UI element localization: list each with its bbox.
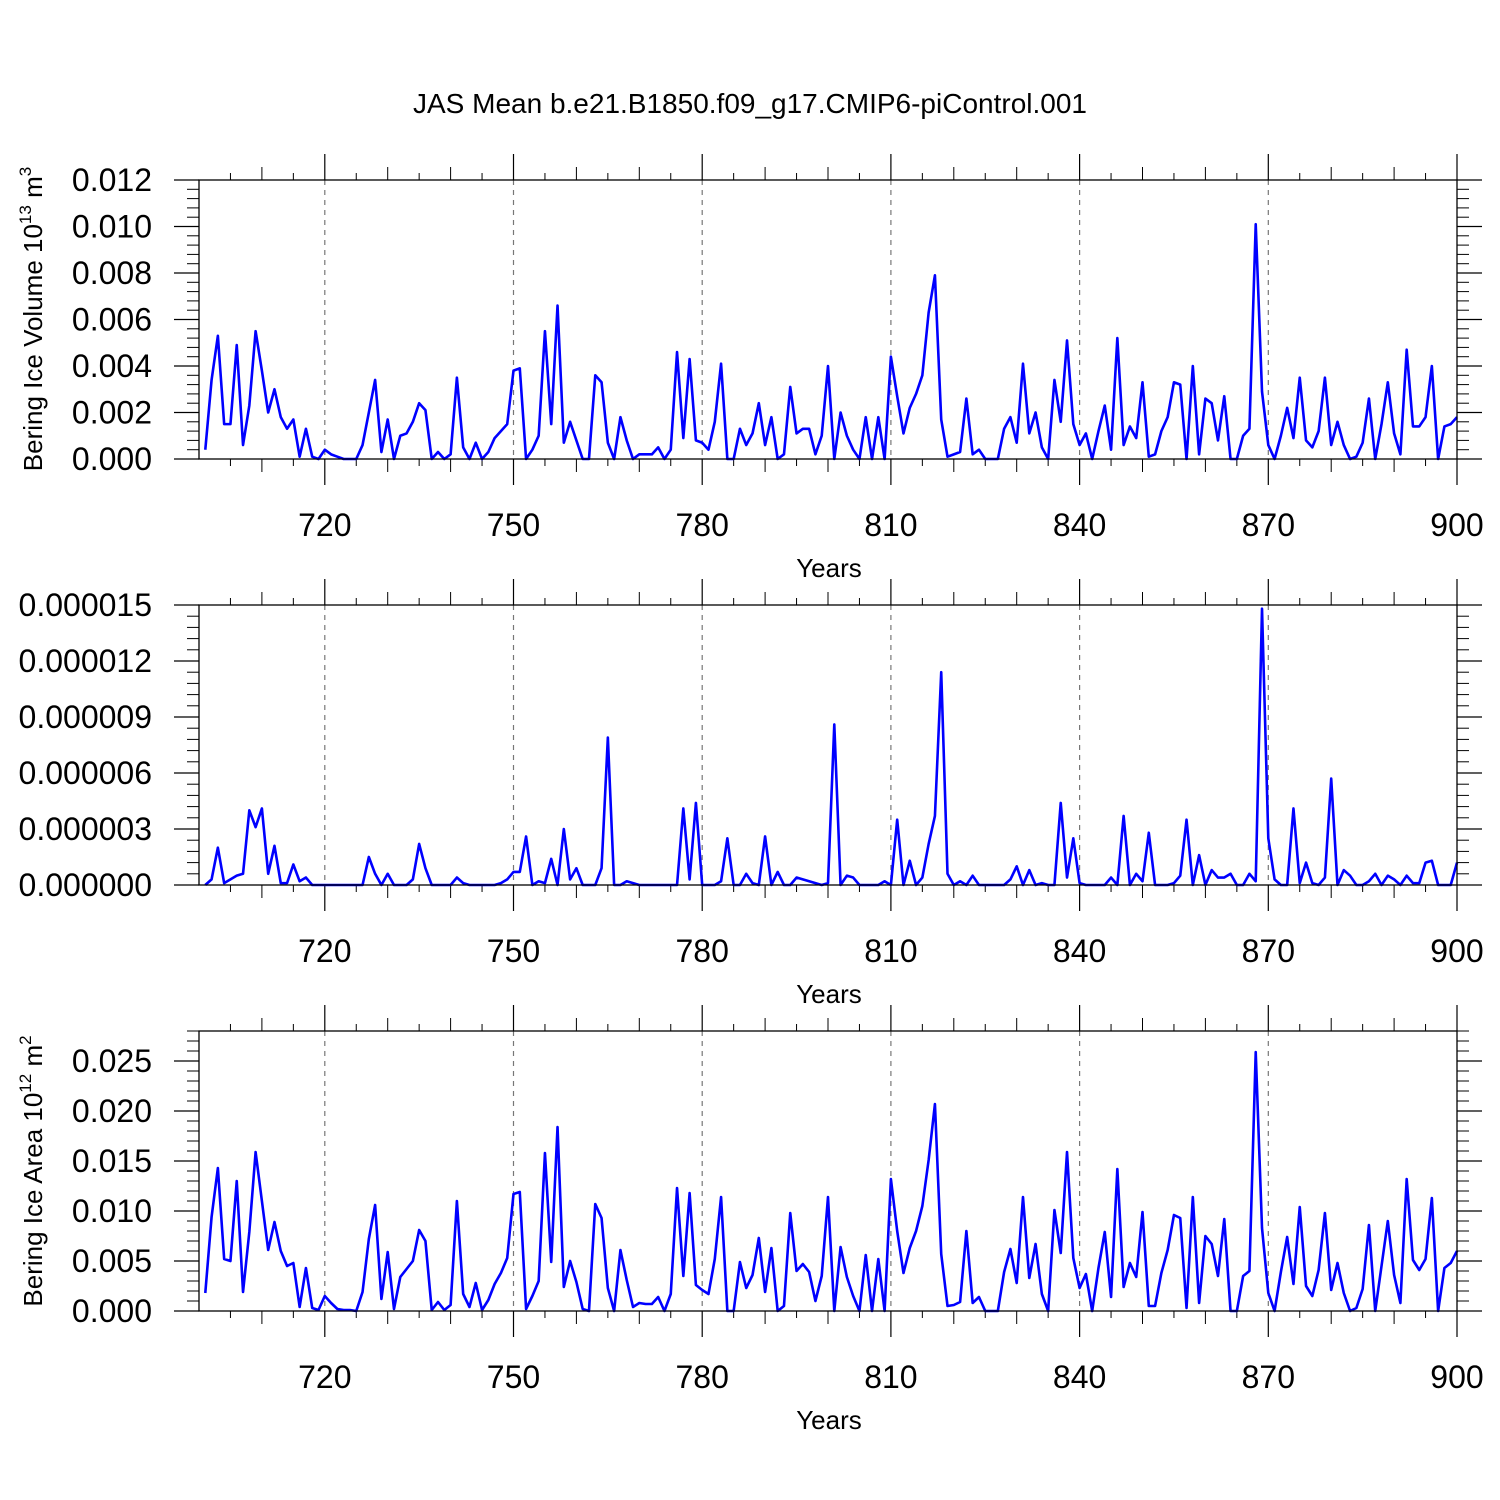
y-axis-label-volume: Bering Ice Volume 1013 m3: [16, 167, 48, 471]
y-tick-label: 0.012: [72, 162, 152, 198]
x-tick-label: 810: [864, 933, 917, 969]
x-axis-label-area: Years: [796, 1405, 862, 1435]
panel-ice-area: Bering Ice Area 1012 m2 Years 720 750 780 8…: [16, 1005, 1484, 1435]
y-tick-label: 0.020: [72, 1093, 152, 1129]
panel-ice-thickness: Years 720 750 780 810 840 870 900 0.000000 0.000…: [19, 579, 1484, 1009]
y-tick-label: 0.000012: [19, 643, 152, 679]
y-tick-label: 0.004: [72, 348, 152, 384]
y-tick-label: 0.010: [72, 1193, 152, 1229]
x-tick-label: 810: [864, 507, 917, 543]
y-tick-label: 0.000015: [19, 587, 152, 623]
y-tick-label: 0.000000: [19, 867, 152, 903]
y-tick-label: 0.000: [72, 441, 152, 477]
x-tick-label: 720: [298, 933, 351, 969]
x-tick-label: 750: [487, 1359, 540, 1395]
panel-ice-volume: Bering Ice Volume 1013 m3 Years 720 750 78…: [16, 154, 1484, 583]
x-tick-label: 720: [298, 1359, 351, 1395]
y-tick-label: 0.005: [72, 1243, 152, 1279]
plot-area-middle: 720 750 780 810 840 870 900 0.000000 0.000003 0.0…: [19, 579, 1484, 969]
y-tick-label: 0.010: [72, 209, 152, 245]
x-tick-label: 900: [1430, 507, 1483, 543]
y-axis-label-area: Bering Ice Area 1012 m2: [16, 1035, 48, 1306]
y-tick-label: 0.002: [72, 395, 152, 431]
plot-frame: [198, 1030, 1458, 1312]
plot-area-area: 720 750 780 810 840 870 900 0.000 0.005 0.010 0.01…: [72, 1005, 1484, 1395]
x-tick-label: 750: [487, 933, 540, 969]
x-tick-label: 870: [1242, 1359, 1295, 1395]
x-tick-label: 720: [298, 507, 351, 543]
x-tick-label: 900: [1430, 1359, 1483, 1395]
plot-area-volume: 720 750 780 810 840 870 900 0.000 0.002 0.004 0.00…: [72, 154, 1484, 543]
plot-frame: [198, 179, 1458, 460]
y-tick-label: 0.025: [72, 1043, 152, 1079]
y-tick-label: 0.000: [72, 1293, 152, 1329]
x-tick-label: 840: [1053, 507, 1106, 543]
x-tick-label: 900: [1430, 933, 1483, 969]
x-tick-label: 780: [676, 933, 729, 969]
plot-frame: [198, 604, 1458, 886]
y-tick-label: 0.000003: [19, 811, 152, 847]
x-tick-label: 780: [676, 507, 729, 543]
series-line: [203, 1050, 1459, 1313]
x-tick-label: 780: [676, 1359, 729, 1395]
y-tick-label: 0.008: [72, 255, 152, 291]
x-tick-label: 870: [1242, 933, 1295, 969]
main-title: JAS Mean b.e21.B1850.f09_g17.CMIP6-piCon…: [413, 88, 1087, 119]
x-tick-label: 840: [1053, 1359, 1106, 1395]
x-tick-label: 750: [487, 507, 540, 543]
series-line: [204, 607, 1459, 887]
y-tick-label: 0.000009: [19, 699, 152, 735]
x-tick-label: 870: [1242, 507, 1295, 543]
x-tick-label: 840: [1053, 933, 1106, 969]
y-tick-label: 0.000006: [19, 755, 152, 791]
y-tick-label: 0.015: [72, 1143, 152, 1179]
x-tick-label: 810: [864, 1359, 917, 1395]
x-axis-label-volume: Years: [796, 553, 862, 583]
series-line: [203, 222, 1458, 461]
x-axis-label-middle: Years: [796, 979, 862, 1009]
y-tick-label: 0.006: [72, 302, 152, 338]
